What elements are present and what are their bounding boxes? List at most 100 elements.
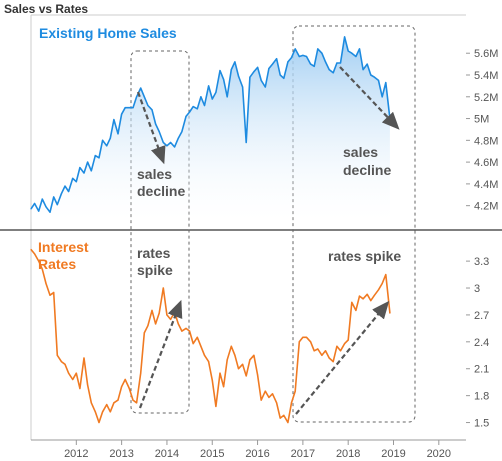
sales-series-layer: [30, 36, 391, 223]
rates-point: [283, 414, 285, 416]
sales-point: [245, 141, 247, 144]
sales-point: [79, 167, 81, 169]
rates-point: [60, 361, 63, 363]
sales-point: [177, 137, 179, 139]
sales-point: [189, 111, 191, 113]
sales-point: [347, 50, 349, 52]
sales-point: [268, 67, 270, 70]
rates-point: [226, 359, 228, 361]
rates-point: [336, 345, 338, 347]
sales-point: [98, 157, 100, 159]
sales-line: [30, 36, 391, 213]
sales-point: [136, 96, 138, 98]
rates-point: [381, 282, 383, 285]
sales-point: [339, 62, 342, 64]
sales-y-tick-label: 4.8M: [474, 135, 498, 147]
x-tick-label: 2020: [427, 448, 451, 460]
rates-point: [362, 298, 364, 300]
rates-point: [196, 336, 198, 338]
arrow-sales-decline-2: [339, 66, 400, 130]
sales-point: [264, 86, 266, 88]
sales-point: [128, 107, 130, 109]
rates-point: [200, 345, 202, 347]
sales-y-tick-label: 4.2M: [474, 201, 498, 213]
rates-point: [109, 411, 111, 413]
rates-y-tick-label: 3.3: [474, 256, 489, 268]
rates-point: [53, 291, 55, 294]
annotation-rates-spike-1-line2: spike: [137, 262, 173, 278]
rates-point: [143, 332, 145, 334]
rates-point: [223, 386, 225, 388]
rates-point: [177, 323, 179, 325]
rates-point: [83, 357, 85, 359]
rates-point: [124, 378, 126, 381]
sales-point: [151, 109, 153, 111]
x-tick-label: 2019: [381, 448, 405, 460]
sales-point: [45, 206, 47, 208]
rates-point: [49, 294, 51, 296]
sales-point: [211, 98, 213, 100]
rates-point: [313, 350, 315, 352]
rates-point: [158, 312, 160, 314]
rates-y-ticks: 1.5 1.8 2.1 2.4 2.7 3 3.3: [466, 256, 489, 430]
sales-point: [155, 123, 157, 125]
sales-point: [185, 115, 187, 117]
rates-y-tick-label: 2.1: [474, 364, 489, 376]
sales-point: [226, 96, 228, 98]
rates-point: [294, 390, 296, 392]
rates-point: [34, 253, 36, 255]
rates-point: [245, 375, 247, 377]
sales-point: [373, 76, 376, 78]
sales-point: [271, 63, 274, 65]
sales-point: [276, 58, 278, 60]
x-tick-label: 2018: [336, 448, 360, 460]
sales-point: [102, 139, 104, 141]
page-title: Sales vs Rates: [4, 2, 89, 16]
rates-point: [136, 402, 138, 404]
sales-point: [83, 172, 85, 174]
sales-point: [351, 52, 353, 54]
sales-point: [41, 198, 43, 200]
rates-point: [377, 289, 380, 291]
rates-point: [370, 300, 372, 302]
rates-point: [181, 330, 183, 332]
rates-point: [373, 294, 376, 296]
sales-point: [321, 52, 323, 54]
rates-point: [287, 421, 289, 424]
sales-point: [324, 61, 327, 63]
rates-y-tick-label: 1.8: [474, 391, 489, 403]
sales-point: [181, 131, 183, 133]
sales-point: [287, 61, 289, 63]
sales-point: [64, 185, 66, 187]
rates-point: [385, 274, 387, 276]
rates-point: [147, 325, 149, 327]
sales-point: [174, 146, 176, 148]
rates-point: [358, 295, 361, 297]
sales-point: [234, 61, 236, 63]
sales-point: [302, 54, 304, 57]
rates-series-label-line-2: Rates: [38, 256, 76, 272]
rates-point: [68, 372, 70, 374]
sales-y-tick-label: 5.6M: [474, 48, 498, 60]
rates-point: [332, 361, 334, 363]
sales-point: [305, 55, 308, 58]
rates-point: [79, 387, 81, 390]
sales-point: [109, 137, 111, 139]
sales-point: [106, 145, 108, 147]
rates-point: [347, 339, 349, 341]
sales-point: [219, 70, 221, 72]
rates-point: [64, 363, 66, 365]
rates-point: [257, 374, 259, 376]
arrow-rates-spike-1: [138, 299, 183, 409]
sales-point: [279, 74, 281, 76]
rates-point: [155, 323, 157, 325]
x-tick-label: 2012: [64, 448, 88, 460]
rates-point: [203, 354, 206, 356]
annotation-rates-spike-2: rates spike: [328, 248, 401, 264]
sales-point: [366, 63, 368, 65]
rates-point: [94, 411, 96, 413]
sales-point: [223, 78, 225, 80]
rates-point: [208, 361, 210, 363]
sales-point: [298, 55, 300, 58]
rates-point: [355, 309, 357, 311]
